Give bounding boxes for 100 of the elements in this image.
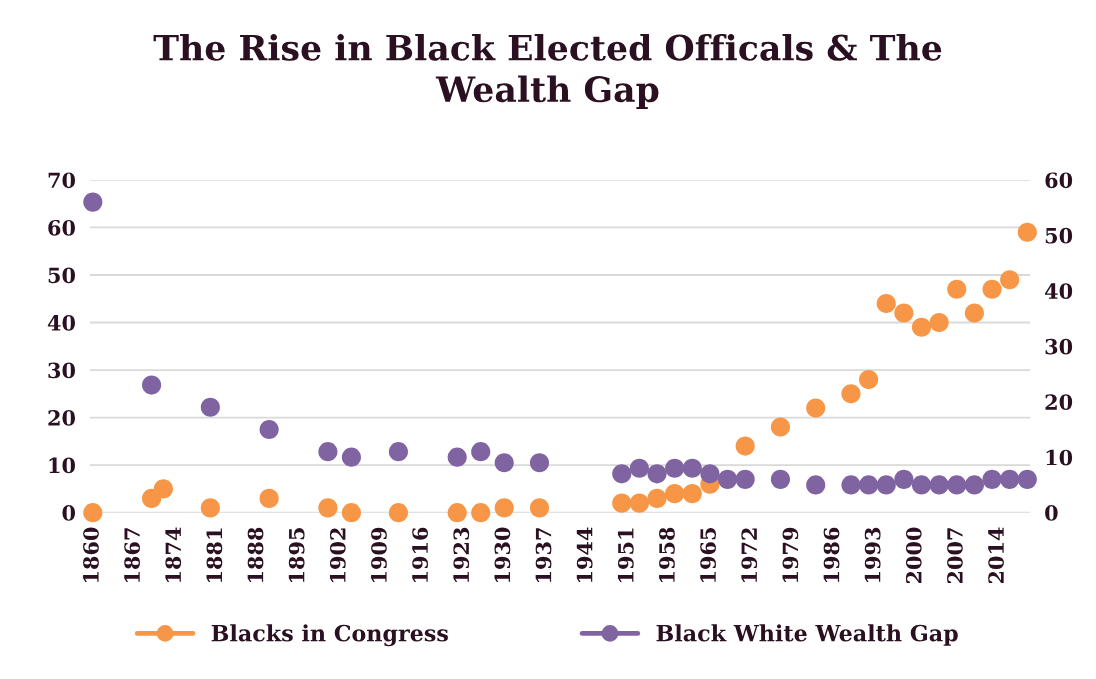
x-tick-label: 1916	[412, 527, 428, 582]
x-tick-label: 2000	[905, 527, 922, 584]
point	[947, 279, 967, 299]
point	[806, 475, 826, 495]
point	[876, 475, 896, 495]
point	[612, 493, 632, 513]
point	[911, 317, 932, 337]
x-tick-label: 2007	[947, 528, 963, 584]
point	[1000, 270, 1020, 290]
point	[318, 442, 338, 462]
x-tick-label: 1979	[782, 527, 799, 582]
point	[964, 303, 984, 323]
x-tick-label: 1895	[288, 528, 305, 582]
point	[859, 369, 879, 390]
point	[612, 464, 632, 484]
point	[982, 469, 1002, 489]
x-tick-label: 1888	[247, 527, 264, 582]
point	[259, 488, 279, 508]
point	[318, 498, 338, 518]
point	[682, 458, 702, 478]
legend-label: Black White Wealth Gap	[656, 624, 958, 646]
point	[647, 464, 667, 484]
y-tick-label: 10	[49, 457, 76, 474]
point	[471, 442, 491, 462]
point	[1017, 469, 1037, 489]
x-tick-label: 1909	[371, 527, 387, 582]
point	[665, 458, 685, 478]
point	[700, 464, 720, 484]
point	[447, 447, 467, 467]
point	[142, 375, 162, 395]
x-tick-label: 1958	[659, 527, 675, 582]
x-tick-label: 1874	[165, 527, 182, 582]
point	[529, 453, 550, 473]
point	[859, 475, 879, 495]
point	[894, 303, 914, 323]
x-tick-label: 1923	[453, 527, 470, 582]
x-tick-label: 1993	[864, 527, 881, 582]
legend-label: Blacks in Congress	[211, 624, 448, 647]
point	[682, 484, 702, 504]
point	[388, 503, 408, 523]
point	[629, 493, 649, 513]
point	[471, 503, 491, 523]
y-tick-label: 0	[62, 505, 76, 521]
point	[841, 384, 861, 404]
y-tick-label: 40	[47, 314, 76, 331]
point	[494, 453, 514, 473]
point	[894, 469, 914, 489]
y-tick-label: 60	[48, 219, 76, 236]
x-tick-label: 1902	[329, 528, 346, 582]
point	[447, 503, 467, 523]
point	[1000, 469, 1020, 489]
y2-tick-label: 60	[1045, 172, 1073, 189]
point	[83, 503, 103, 523]
point	[388, 442, 408, 462]
x-tick-label: 1881	[206, 528, 223, 582]
point	[770, 417, 791, 437]
point	[529, 498, 550, 518]
y2-tick-label: 30	[1045, 338, 1073, 355]
y-tick-label: 20	[48, 410, 76, 426]
y-tick-label: 30	[48, 362, 76, 379]
point	[259, 419, 279, 440]
point	[964, 475, 984, 495]
y2-tick-label: 20	[1045, 394, 1073, 410]
x-tick-label: 1972	[741, 528, 758, 582]
point	[806, 398, 826, 418]
x-tick-label: 1986	[823, 527, 840, 582]
point	[200, 397, 220, 417]
point	[494, 498, 514, 518]
y-tick-label: 70	[48, 172, 76, 189]
y2-tick-label: 40	[1044, 283, 1073, 300]
x-tick-label: 1937	[535, 528, 552, 582]
x-tick-label: 1867	[124, 528, 140, 582]
point	[735, 436, 755, 456]
chart-title: The Rise in Black Elected Officals & The Wealth Gap	[153, 33, 942, 110]
point	[665, 484, 685, 504]
point	[947, 475, 967, 495]
point	[83, 192, 103, 212]
point	[876, 293, 896, 314]
point	[770, 469, 791, 489]
point	[929, 475, 949, 495]
point	[982, 279, 1002, 299]
point	[341, 447, 361, 467]
point	[153, 479, 173, 499]
point	[717, 469, 738, 489]
point	[200, 498, 220, 518]
point	[1017, 222, 1037, 242]
y2-tick-label: 50	[1045, 227, 1073, 244]
y2-tick-label: 10	[1046, 449, 1073, 466]
x-tick-label: 1930	[494, 527, 511, 582]
x-tick-label: 1951	[617, 528, 634, 582]
y-tick-label: 50	[48, 267, 76, 284]
x-tick-label: 2014	[988, 527, 1004, 584]
point	[911, 475, 932, 495]
point	[735, 469, 755, 489]
point	[647, 488, 667, 508]
x-tick-label: 1944	[576, 527, 593, 582]
point	[929, 312, 949, 333]
point	[841, 475, 861, 495]
point	[629, 458, 649, 478]
x-tick-label: 1965	[700, 528, 716, 582]
